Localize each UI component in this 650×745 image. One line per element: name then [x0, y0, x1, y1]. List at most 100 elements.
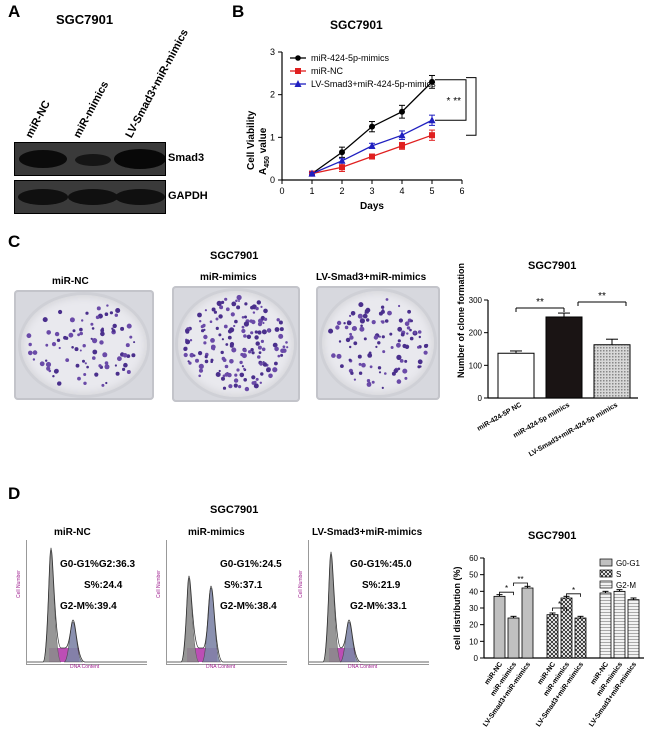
colony: [240, 352, 244, 357]
colony: [193, 354, 196, 357]
colony: [227, 329, 233, 334]
legend-label: LV-Smad3+miR-424-5p-mimics: [311, 79, 436, 89]
colony: [266, 367, 271, 373]
x-tick-label: 3: [369, 186, 374, 196]
colony-plate: [316, 286, 440, 400]
colony: [104, 364, 110, 370]
colony: [215, 372, 221, 377]
data-point: [339, 164, 345, 171]
colony: [231, 301, 237, 307]
x-tick-label: 0: [279, 186, 284, 196]
colony: [227, 372, 232, 378]
colony: [404, 359, 408, 363]
colony: [344, 325, 349, 330]
colony: [410, 319, 413, 323]
colony: [74, 347, 79, 352]
colony: [104, 361, 109, 365]
colony: [123, 362, 128, 368]
x-tick-label: 4: [399, 186, 404, 196]
colony: [79, 331, 83, 336]
colony: [417, 359, 423, 365]
colony: [252, 311, 256, 314]
y-tick-label: 0: [474, 654, 479, 663]
colony: [215, 326, 219, 330]
colony: [109, 311, 113, 315]
panel-a-title: SGC7901: [56, 12, 114, 27]
plate-label: LV-Smad3+miR-mimics: [316, 272, 427, 283]
colony: [129, 335, 133, 339]
data-point: [369, 153, 375, 160]
colony: [115, 308, 121, 313]
colony: [198, 351, 203, 356]
colony: [336, 353, 342, 359]
colony: [95, 315, 100, 320]
colony: [277, 354, 281, 358]
colony: [216, 300, 222, 306]
colony: [195, 358, 199, 363]
colony: [185, 339, 191, 345]
colony: [223, 324, 228, 329]
viability-ylabel-main: Cell Viability: [246, 110, 257, 170]
colony: [244, 315, 247, 319]
colony: [359, 326, 365, 332]
y-tick-label: 3: [270, 47, 275, 57]
y-tick-label: 0: [270, 175, 275, 185]
colony: [373, 335, 379, 340]
colony: [221, 356, 226, 361]
histogram-outline: [27, 547, 147, 663]
colony: [409, 336, 414, 341]
colony: [268, 373, 273, 379]
sig-bracket: [566, 593, 581, 597]
colony: [404, 321, 410, 326]
colony: [257, 345, 262, 350]
g2-peak: [201, 587, 222, 663]
colony: [92, 349, 98, 355]
colony: [104, 312, 109, 316]
hist-ylabel: Cell Number: [298, 570, 304, 598]
y-tick-label: 10: [469, 637, 478, 646]
colony: [250, 305, 254, 310]
panel-a-letter: A: [8, 2, 21, 21]
colony: [100, 331, 105, 337]
colony: [230, 312, 235, 317]
colony: [199, 320, 202, 323]
colony: [52, 375, 55, 378]
colony: [285, 341, 288, 344]
colony: [380, 309, 385, 314]
colony: [249, 319, 253, 323]
colony-dish: [319, 288, 437, 398]
colony: [75, 363, 80, 368]
x-tick-label: 5: [429, 186, 434, 196]
colony: [235, 299, 238, 303]
colony: [189, 339, 193, 342]
colony: [243, 348, 247, 353]
colony: [258, 351, 262, 354]
bar: [521, 587, 534, 659]
colony: [361, 362, 366, 368]
colony: [185, 328, 190, 333]
colony: [398, 318, 403, 323]
colony: [117, 356, 122, 362]
data-point: [338, 156, 346, 164]
g2-peak: [63, 621, 84, 663]
colony-dish: [18, 292, 150, 398]
y-tick-label: 300: [469, 296, 483, 305]
histogram-outline: [167, 575, 287, 663]
colony: [250, 348, 254, 352]
colony: [228, 384, 233, 389]
colony: [241, 365, 244, 368]
bar: [593, 344, 631, 399]
colony: [225, 343, 229, 346]
colony: [220, 350, 224, 355]
colony: [54, 331, 60, 337]
panel-c-title: SGC7901: [210, 250, 259, 262]
colony: [231, 347, 237, 353]
colony: [92, 356, 96, 360]
colony: [347, 320, 351, 324]
colony: [402, 368, 408, 374]
colony: [345, 337, 351, 343]
colony: [218, 369, 221, 373]
sig-label: * **: [447, 96, 462, 107]
colony: [250, 331, 254, 335]
colonies: [26, 304, 136, 387]
